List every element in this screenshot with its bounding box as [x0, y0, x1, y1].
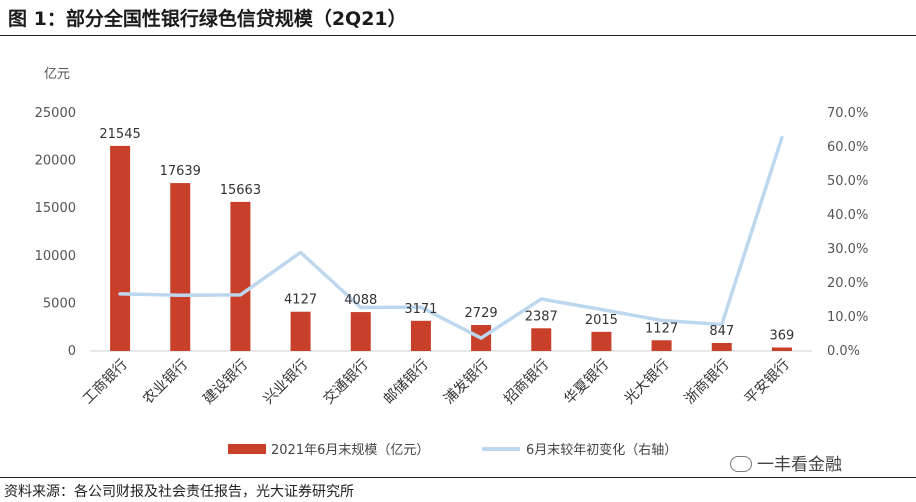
bar-value-label: 2015 — [585, 313, 618, 328]
bar-value-label: 2729 — [465, 306, 498, 321]
y2-tick-label: 0.0% — [827, 344, 860, 359]
chart: 亿元 0 5000 10000 15000 20000 25000 0.0% 10.0% 20.0… — [35, 67, 869, 458]
x-tick-label: 建设银行 — [200, 357, 251, 408]
bar — [651, 340, 672, 351]
y-tick-label: 0 — [68, 344, 76, 359]
bar — [711, 342, 732, 351]
bar-value-label: 15663 — [220, 183, 261, 198]
y-tick-label: 5000 — [43, 296, 76, 311]
legend-label: 2021年6月末规模（亿元） — [271, 443, 429, 458]
y-tick-label: 20000 — [35, 154, 76, 169]
legend-label: 6月末较年初变化（右轴） — [526, 442, 677, 458]
bar — [531, 328, 552, 351]
bar-value-label: 4127 — [284, 293, 317, 308]
y-tick-label: 25000 — [35, 106, 76, 121]
y2-tick-label: 30.0% — [827, 242, 868, 257]
bar — [410, 320, 431, 351]
line-series — [118, 135, 784, 340]
y2-tick-label: 70.0% — [827, 106, 868, 121]
x-tick-label: 兴业银行 — [261, 357, 312, 408]
y2-tick-label: 50.0% — [827, 174, 868, 189]
y2-tick-label: 40.0% — [827, 208, 868, 223]
bar-value-label: 21545 — [99, 127, 140, 142]
x-tick-label: 招商银行 — [501, 357, 552, 408]
bar — [290, 311, 311, 351]
y2-tick-label: 60.0% — [827, 140, 868, 155]
bar — [170, 183, 191, 351]
legend-swatch-bar — [228, 444, 266, 454]
x-tick-label: 邮储银行 — [381, 357, 432, 408]
bar-value-label: 847 — [709, 324, 734, 339]
bar-value-label: 369 — [770, 328, 795, 343]
y2-tick-label: 10.0% — [827, 310, 868, 325]
x-tick-label: 农业银行 — [140, 357, 191, 408]
bar — [591, 331, 612, 351]
page-title: 图 1：部分全国性银行绿色信贷规模（2Q21） — [8, 8, 407, 30]
source-note: 资料来源：各公司财报及社会责任报告，光大证券研究所 — [4, 484, 354, 500]
bar — [771, 347, 792, 351]
bar — [350, 312, 371, 351]
x-tick-label: 交通银行 — [320, 356, 372, 408]
x-tick-label: 工商银行 — [80, 357, 131, 408]
source-divider — [0, 477, 916, 478]
x-tick-label: 平安银行 — [742, 357, 793, 408]
wechat-icon — [730, 456, 752, 472]
bar — [230, 201, 251, 351]
bar — [110, 145, 131, 351]
watermark-text: 一丰看金融 — [757, 455, 842, 475]
title-divider — [0, 35, 916, 36]
watermark: 一丰看金融 — [730, 450, 842, 475]
y-axis-unit-label: 亿元 — [44, 67, 70, 82]
x-tick-label: 光大银行 — [622, 357, 673, 408]
y-tick-label: 15000 — [35, 201, 76, 216]
bar-value-label: 17639 — [160, 164, 201, 179]
y-tick-label: 10000 — [35, 249, 76, 264]
x-tick-label: 华夏银行 — [561, 357, 612, 408]
bar-value-label: 2387 — [525, 309, 558, 324]
bar-value-label: 1127 — [645, 321, 678, 336]
bar-value-label: 3171 — [404, 302, 437, 317]
x-tick-label: 浦发银行 — [441, 357, 492, 408]
x-tick-label: 浙商银行 — [682, 357, 733, 408]
bar-value-label: 4088 — [344, 293, 377, 308]
y2-tick-label: 20.0% — [827, 276, 868, 291]
